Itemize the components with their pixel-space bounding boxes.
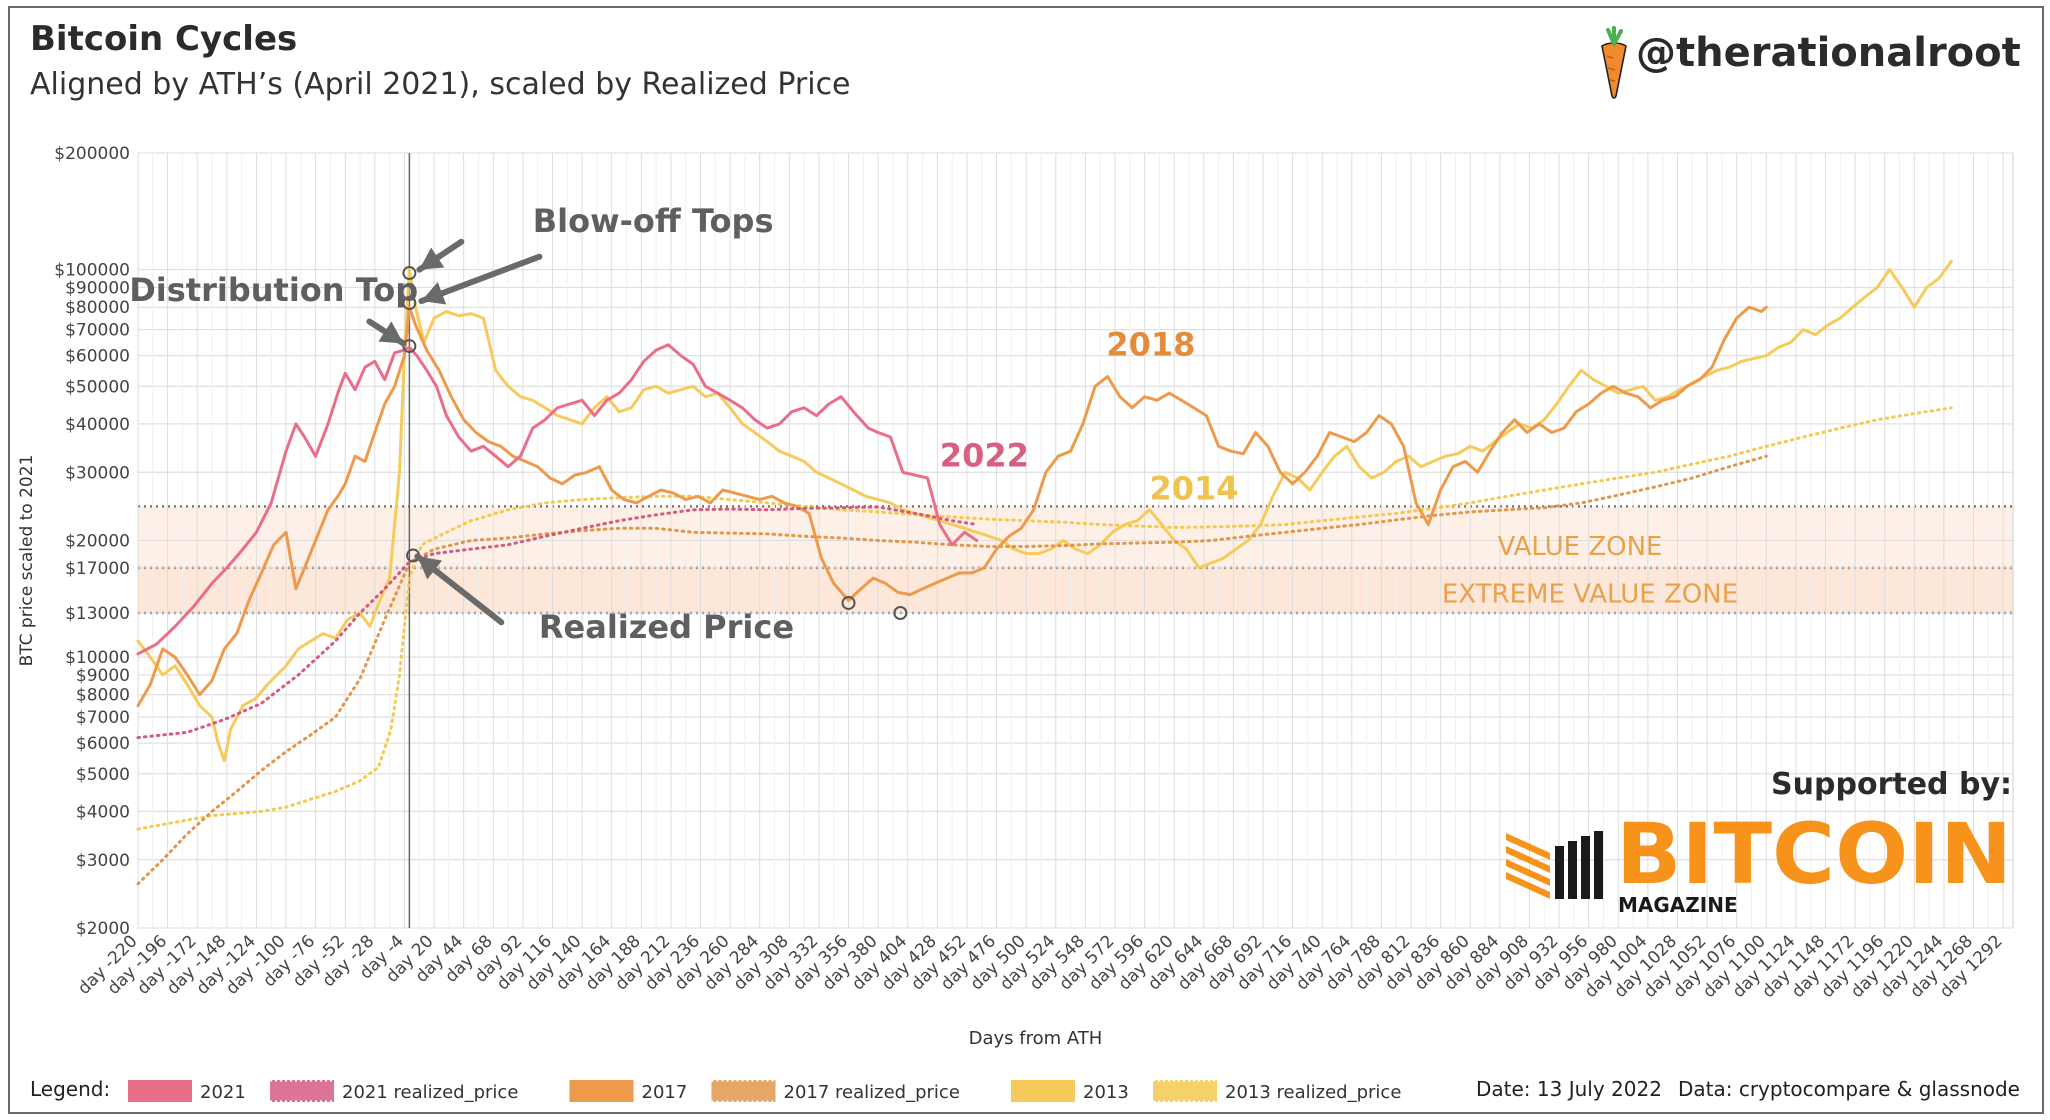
legend-item-2013: 2013 — [1011, 1080, 1129, 1103]
overlay-layer — [366, 238, 908, 626]
y-tick-label: $100000 — [54, 261, 130, 281]
y-tick-label: $70000 — [65, 321, 130, 341]
y-tick-label: $7000 — [76, 708, 130, 728]
y-tick-label: $80000 — [65, 298, 130, 318]
annotation-arrow — [418, 253, 543, 305]
bitcoin-cycles-chart: $200000 $100000$90000$80000 $70000 $60000 $5… — [17, 19, 2021, 1104]
y-tick-label: $200000 — [54, 144, 130, 164]
marker-circle — [402, 296, 417, 311]
annotation-arrow — [366, 318, 407, 347]
zone-band — [138, 567, 2013, 613]
carrot-icon — [1601, 26, 1627, 99]
y-tick-label: $13000 — [65, 604, 130, 624]
y-tick-label: $3000 — [76, 851, 130, 871]
legend-item-2013-realized-price: 2013 realized_price — [1153, 1078, 1401, 1104]
annotation-arrow-head — [378, 321, 404, 344]
annotation-arrow-head — [417, 556, 443, 580]
legend-item-2017-realized-price: 2017 realized_price — [711, 1078, 960, 1104]
author-handle: @therationalroot — [1636, 30, 2021, 76]
series-line-2013 — [136, 259, 1953, 763]
y-tick-label: $2000 — [76, 919, 130, 939]
legend-item-label: 2017 realized_price — [784, 1082, 960, 1103]
zone-band — [138, 506, 2013, 568]
y-tick-label: $40000 — [65, 415, 130, 435]
chart-title: Bitcoin Cycles — [30, 19, 297, 59]
bitcoin-magazine-logo: BITCOIN MAGAZINE — [1506, 805, 2012, 917]
series-layer — [136, 259, 1953, 886]
series-line-2021-realized-price — [136, 505, 979, 740]
legend-swatch — [270, 1080, 334, 1102]
marker-circle — [893, 605, 908, 620]
x-axis-label: Days from ATH — [969, 1028, 1103, 1049]
legend-item-2021-realized-price: 2021 realized_price — [270, 1078, 518, 1104]
legend-swatch — [128, 1080, 192, 1102]
legend-swatch — [711, 1080, 776, 1102]
extreme-value-zone-label: EXTREME VALUE ZONE — [1442, 579, 1738, 609]
y-tick-label: $30000 — [65, 463, 130, 483]
annotation-arrow-head — [419, 247, 445, 270]
y-axis-label: BTC price scaled to 2021 — [17, 455, 37, 667]
legend-item-label: 2021 — [200, 1082, 246, 1103]
legend-label: Legend: — [30, 1077, 110, 1101]
y-tick-label: $4000 — [76, 802, 130, 822]
annotation-label: Blow-off Tops — [533, 202, 774, 240]
y-tick-label: $17000 — [65, 559, 130, 579]
annotation-arrow — [416, 238, 465, 273]
y-tick-label: $5000 — [76, 765, 130, 785]
zones-layer — [138, 505, 2013, 615]
chart-subtitle: Aligned by ATH’s (April 2021), scaled by… — [30, 67, 851, 102]
bitcoin-brand-text: BITCOIN — [1616, 805, 2012, 903]
annotation-label: Distribution Top — [129, 271, 418, 309]
legend: 2021 2021 realized_price 2017 2017 realized… — [128, 1078, 1401, 1104]
marker-circle — [402, 266, 417, 281]
legend-item-2017: 2017 — [569, 1080, 688, 1103]
legend-swatch — [569, 1080, 634, 1102]
supported-by-label: Supported by: — [1771, 767, 2012, 802]
legend-item-label: 2017 — [642, 1082, 688, 1103]
annotation-arrow-head — [421, 282, 447, 305]
legend-item-label: 2013 realized_price — [1225, 1082, 1401, 1103]
y-tick-label: $8000 — [76, 686, 130, 706]
footer-date: Date: 13 July 2022 — [1476, 1077, 1662, 1101]
legend-item-2021: 2021 — [128, 1080, 246, 1103]
y-tick-label: $90000 — [65, 278, 130, 298]
y-tick-label: $50000 — [65, 377, 130, 397]
chart-frame: $200000 $100000 $90000 $80000 $70000 $60000 $5… — [8, 6, 2044, 1114]
y-tick-label: $60000 — [65, 347, 130, 367]
y-tick-label: $9000 — [76, 666, 130, 686]
year-label-2018: 2018 — [1106, 326, 1195, 364]
annotation-label: Realized Price — [539, 608, 794, 646]
legend-swatch — [1153, 1080, 1217, 1102]
y-tick-label: $6000 — [76, 734, 130, 754]
legend-swatch — [1011, 1080, 1075, 1102]
y-tick-label: $20000 — [65, 532, 130, 552]
footer-source: Data: cryptocompare & glassnode — [1678, 1077, 2020, 1101]
legend-item-label: 2021 realized_price — [342, 1082, 518, 1103]
bitcoin-magazine-bars-icon — [1506, 831, 1603, 899]
magazine-brand-text: MAGAZINE — [1618, 893, 1738, 917]
marker-circle — [841, 595, 856, 610]
series-line-2017-realized-price — [136, 454, 1768, 886]
series-line-2017 — [136, 305, 1768, 708]
annotation-arrow — [414, 553, 505, 626]
legend-item-label: 2013 — [1083, 1082, 1129, 1103]
y-tick-label: $10000 — [65, 648, 130, 668]
series-line-2021 — [136, 343, 979, 656]
value-zone-label: VALUE ZONE — [1498, 532, 1663, 562]
year-label-2022: 2022 — [940, 437, 1029, 475]
year-label-2014: 2014 — [1150, 470, 1239, 508]
